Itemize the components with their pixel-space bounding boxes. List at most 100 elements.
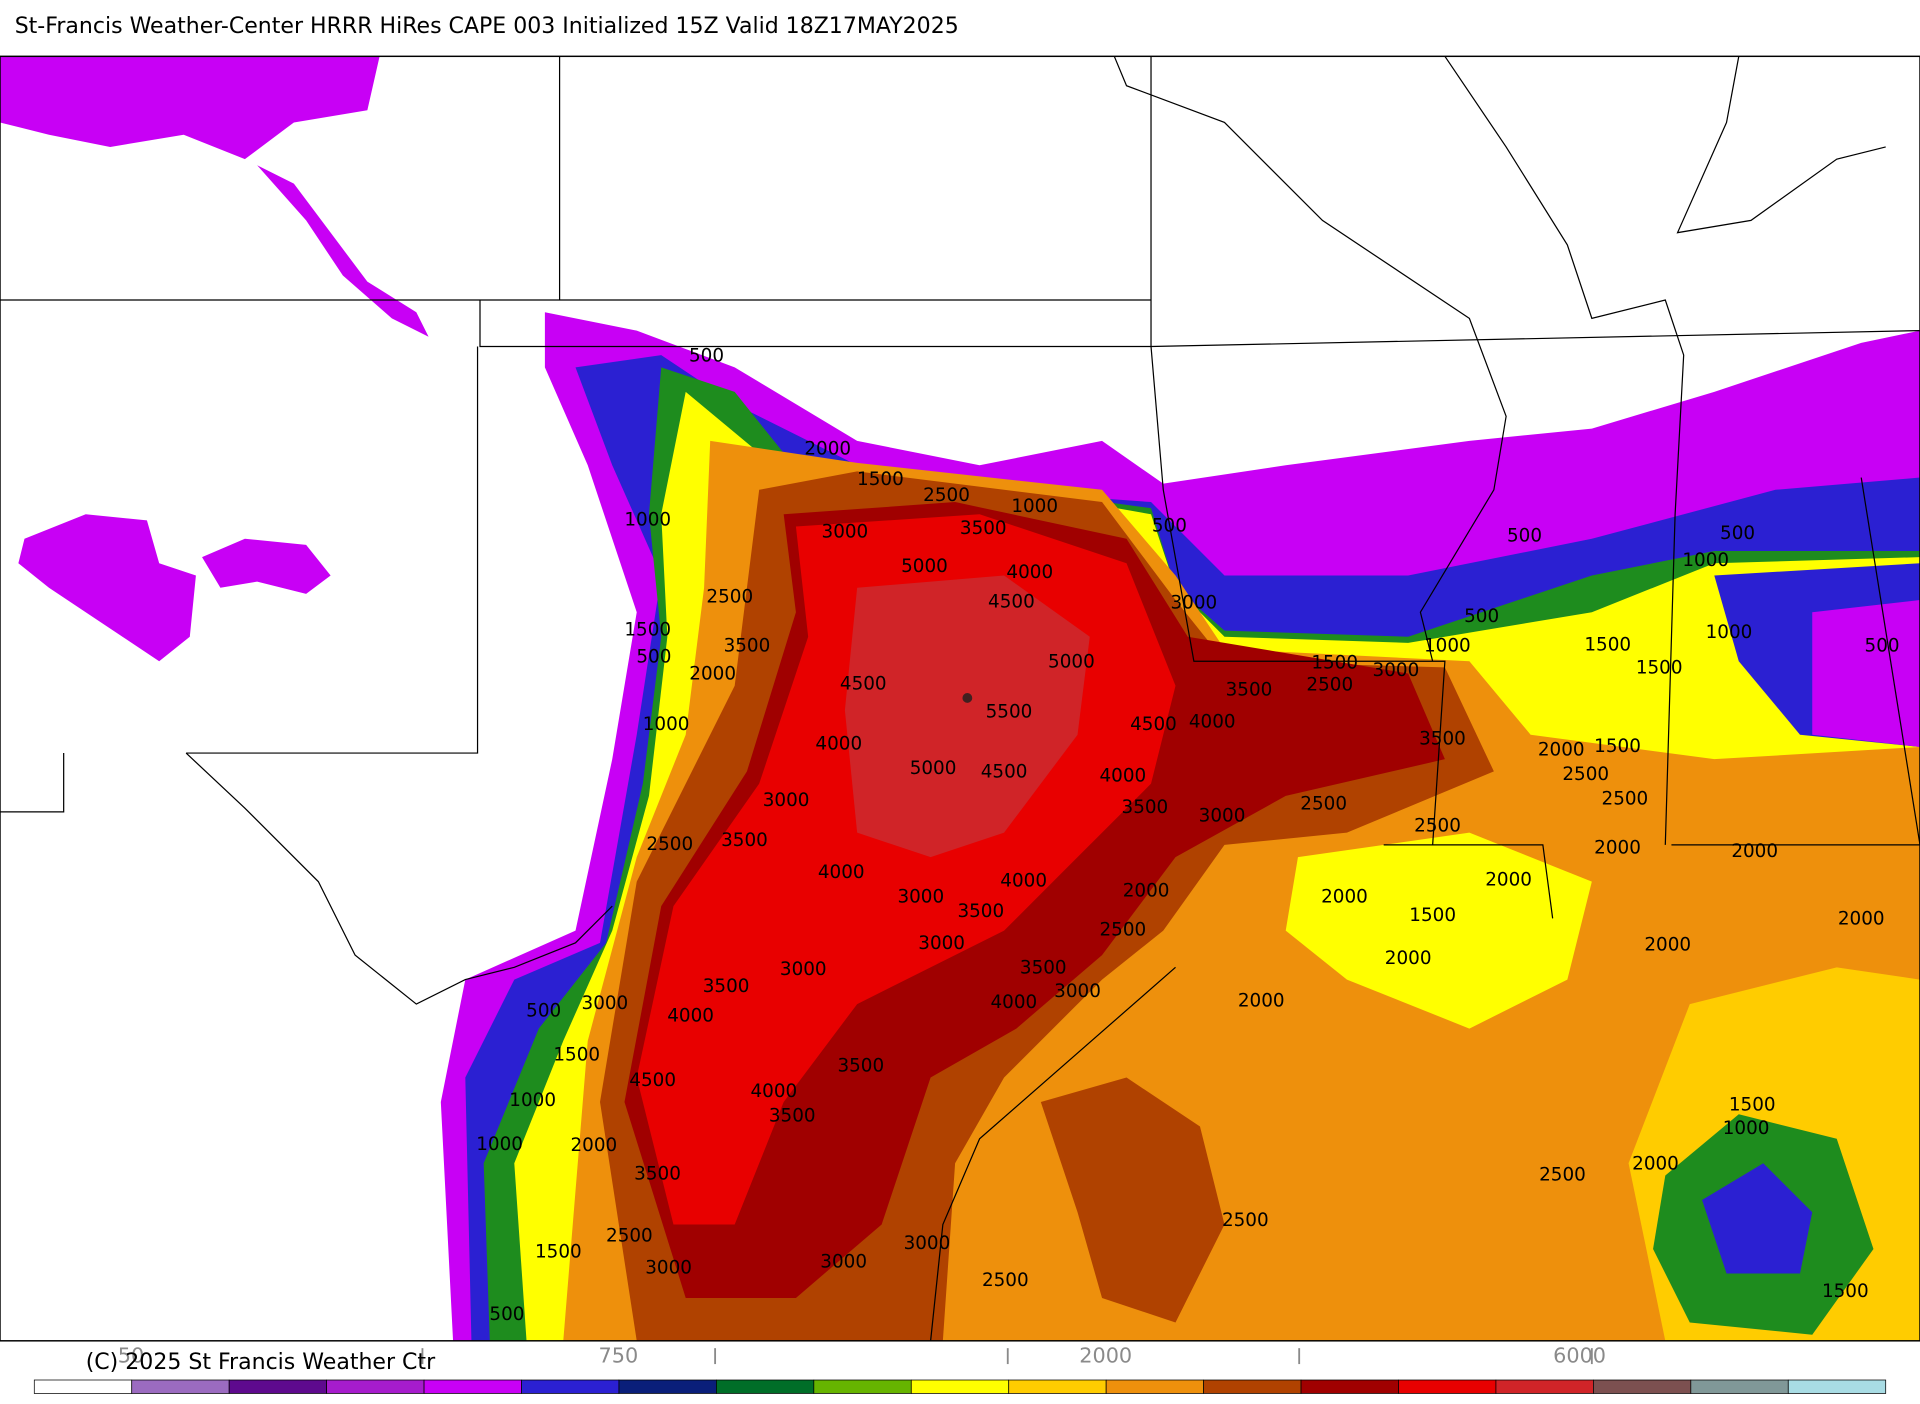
colorbar-segment — [1787, 1379, 1887, 1394]
contour-label: 4000 — [1006, 562, 1053, 583]
contour-label: 500 — [1720, 523, 1755, 544]
contour-label: 2000 — [1594, 838, 1641, 859]
state-border — [1151, 330, 1920, 348]
colorbar-segment — [910, 1379, 1010, 1394]
contour-label: 2000 — [571, 1135, 618, 1156]
contour-label: 3000 — [763, 790, 810, 811]
colorbar-segment — [131, 1379, 230, 1394]
cape-area — [1040, 1077, 1225, 1323]
contour-label: 3000 — [780, 959, 827, 980]
contour-label: 2000 — [1485, 869, 1532, 890]
contour-label: 2500 — [706, 587, 753, 608]
colorbar-label: 2000 — [1079, 1344, 1132, 1368]
contour-label: 2500 — [1099, 920, 1146, 941]
cape-area — [1285, 832, 1592, 1029]
contour-label: 1500 — [1311, 653, 1358, 674]
contour-label: 3500 — [769, 1106, 816, 1127]
contour-label: 1000 — [643, 714, 690, 735]
contour-label: 4500 — [988, 591, 1035, 612]
contour-label: 1500 — [857, 469, 904, 490]
contour-label: 2500 — [1602, 789, 1649, 810]
state-border — [1444, 55, 1685, 845]
contour-label: 4500 — [1130, 714, 1177, 735]
colorbar-segment — [1203, 1379, 1302, 1394]
state-border — [1676, 56, 1886, 234]
contour-label: 2500 — [646, 834, 693, 855]
contour-label: 3500 — [724, 636, 771, 657]
colorbar-label: 50 — [118, 1344, 144, 1368]
state-border — [0, 753, 65, 813]
cape-area — [0, 56, 380, 160]
contour-label: 5000 — [901, 556, 948, 577]
state-border — [185, 752, 613, 1005]
contour-label: 4000 — [667, 1005, 714, 1026]
contour-label: 500 — [689, 345, 724, 366]
contour-label: 500 — [489, 1304, 524, 1325]
contour-label: 2000 — [804, 438, 851, 459]
contour-label: 4500 — [840, 673, 887, 694]
contour-label: 1500 — [1636, 658, 1683, 679]
contour-label: 4000 — [1099, 765, 1146, 786]
contour-label: 4500 — [981, 762, 1028, 783]
map-group: St-Francis Weather-Center HRRR HiRes CAP… — [0, 14, 1920, 1394]
cape-area — [202, 538, 331, 594]
contour-label: 3000 — [1373, 660, 1420, 681]
colorbar-segment — [33, 1379, 133, 1394]
contour-label: 3000 — [1171, 593, 1218, 614]
contour-label: 1500 — [535, 1242, 582, 1263]
title: St-Francis Weather-Center HRRR HiRes CAP… — [15, 14, 959, 39]
cape-area — [18, 514, 196, 662]
colorbar: 50 750 2000 6000 — [33, 1344, 1887, 1394]
map-frame — [0, 55, 1920, 1342]
contour-label: 3000 — [645, 1258, 692, 1279]
state-border — [479, 300, 1152, 348]
copyright: (C) 2025 St Francis Weather Ctr — [86, 1350, 436, 1375]
contour-label: 2000 — [1321, 887, 1368, 908]
cape-area — [844, 575, 1090, 858]
contour-label: 2500 — [1539, 1165, 1586, 1186]
state-border — [1150, 56, 1554, 919]
colorbar-segment — [1105, 1379, 1204, 1394]
contour-label: 4500 — [629, 1070, 676, 1091]
contour-label: 500 — [526, 1000, 561, 1021]
contour-label: 1500 — [1409, 905, 1456, 926]
contour-label: 1000 — [509, 1090, 556, 1111]
contour-label: 2500 — [606, 1226, 653, 1247]
colorbar-segment — [1008, 1379, 1107, 1394]
contour-label: 4000 — [1189, 711, 1236, 732]
contour-label: 4000 — [815, 733, 862, 754]
contour-label: 3000 — [582, 993, 629, 1014]
contour-label: 500 — [636, 647, 671, 668]
cape-area — [1812, 600, 1920, 747]
colorbar-segment — [1495, 1379, 1594, 1394]
contour-label: 2000 — [1731, 841, 1778, 862]
contour-label: 3000 — [1054, 981, 1101, 1002]
contour-label: 3500 — [1020, 958, 1067, 979]
state-border — [186, 346, 479, 754]
contour-label: 1500 — [1729, 1095, 1776, 1116]
colorbar-segment — [228, 1379, 327, 1394]
cape-maximum — [962, 693, 973, 703]
colorbar-segment — [326, 1379, 425, 1394]
contour-label: 2500 — [1306, 675, 1353, 696]
contour-label: 3500 — [960, 518, 1007, 539]
contour-label: 3500 — [634, 1163, 681, 1184]
contour-label: 2500 — [1562, 764, 1609, 785]
contour-label: 3000 — [820, 1251, 867, 1272]
contour-label: 2000 — [689, 664, 736, 685]
contour-label: 2500 — [1300, 793, 1347, 814]
contour-label: 1500 — [1584, 634, 1631, 655]
colorbar-label: 750 — [599, 1344, 639, 1368]
contour-label: 3500 — [957, 901, 1004, 922]
contour-label: 2000 — [1538, 740, 1585, 761]
contour-label: 500 — [1865, 636, 1900, 657]
contour-label: 1000 — [1706, 622, 1753, 643]
state-border — [1113, 56, 1507, 662]
contour-label: 3000 — [897, 887, 944, 908]
colorbar-segment — [521, 1379, 620, 1394]
contour-label: 1000 — [1424, 636, 1471, 657]
contour-label: 2000 — [1644, 934, 1691, 955]
colorbar-segment — [716, 1379, 815, 1394]
